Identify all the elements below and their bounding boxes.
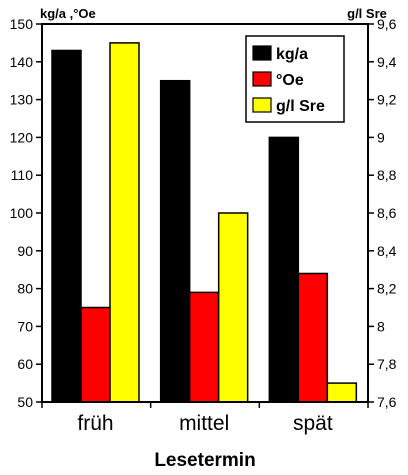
right-tick-label: 8,6	[377, 205, 397, 221]
right-tick-label: 7,8	[377, 356, 397, 372]
bar-oe-fr-h	[80, 306, 111, 403]
right-tick-label: 8,4	[377, 243, 397, 259]
right-tick-label: 9,6	[377, 16, 397, 32]
right-tick-label: 9	[377, 129, 385, 145]
category-labels: früh mittel spät	[41, 402, 369, 435]
right-tick-label: 9,2	[377, 92, 397, 108]
bars-group	[51, 42, 358, 403]
x-axis-title: Lesetermin	[154, 450, 255, 471]
right-tick-label: 9,4	[377, 54, 397, 70]
legend-swatch-oe	[252, 71, 272, 87]
left-tick-label: 110	[11, 167, 34, 183]
bar-oe-sp-t	[297, 272, 329, 403]
left-tick-label: 90	[17, 243, 33, 259]
bar-kg-a-fr-h	[51, 49, 82, 403]
left-tick-label: 80	[17, 281, 33, 297]
category-label-fr-h: früh	[77, 412, 113, 435]
legend: kg/a °Oe g/l Sre	[245, 35, 345, 123]
left-tick-label: 60	[17, 356, 33, 372]
left-tick-label: 70	[17, 318, 33, 334]
bar-g-l-sre-mittel	[217, 212, 249, 403]
left-axis-unit-label: kg/a ,°Oe	[40, 6, 96, 21]
legend-label-g-l-sre: g/l Sre	[276, 98, 325, 115]
left-tick-label: 130	[10, 92, 34, 108]
bar-g-l-sre-sp-t	[326, 382, 358, 403]
legend-label-oe: °Oe	[276, 72, 304, 89]
bar-g-l-sre-fr-h	[109, 42, 140, 403]
bar-kg-a-mittel	[159, 79, 191, 403]
left-axis: 50 60 70 80 90 100 110 120 130 140 150	[10, 16, 42, 410]
right-axis: 7,6 7,8 8 8,2 8,4 8,6 8,8 9 9,2 9,4 9,6	[368, 16, 397, 410]
bar-kg-a-sp-t	[268, 136, 300, 403]
legend-swatch-kg-a	[252, 45, 272, 61]
right-tick-label: 7,6	[377, 394, 397, 410]
legend-swatch-g-l-sre	[252, 97, 272, 113]
left-tick-label: 120	[10, 129, 34, 145]
right-tick-label: 8,8	[377, 167, 397, 183]
left-tick-label: 150	[10, 16, 34, 32]
left-tick-label: 140	[10, 54, 34, 70]
right-axis-unit-label: g/l Sre	[347, 6, 387, 21]
bar-oe-mittel	[188, 291, 220, 403]
right-tick-label: 8,2	[377, 281, 397, 297]
legend-label-kg-a: kg/a	[276, 46, 308, 63]
category-label-sp-t: spät	[293, 412, 333, 435]
left-tick-label: 50	[17, 394, 33, 410]
right-tick-label: 8	[377, 318, 385, 334]
category-label-mittel: mittel	[179, 412, 229, 435]
left-tick-label: 100	[10, 205, 34, 221]
